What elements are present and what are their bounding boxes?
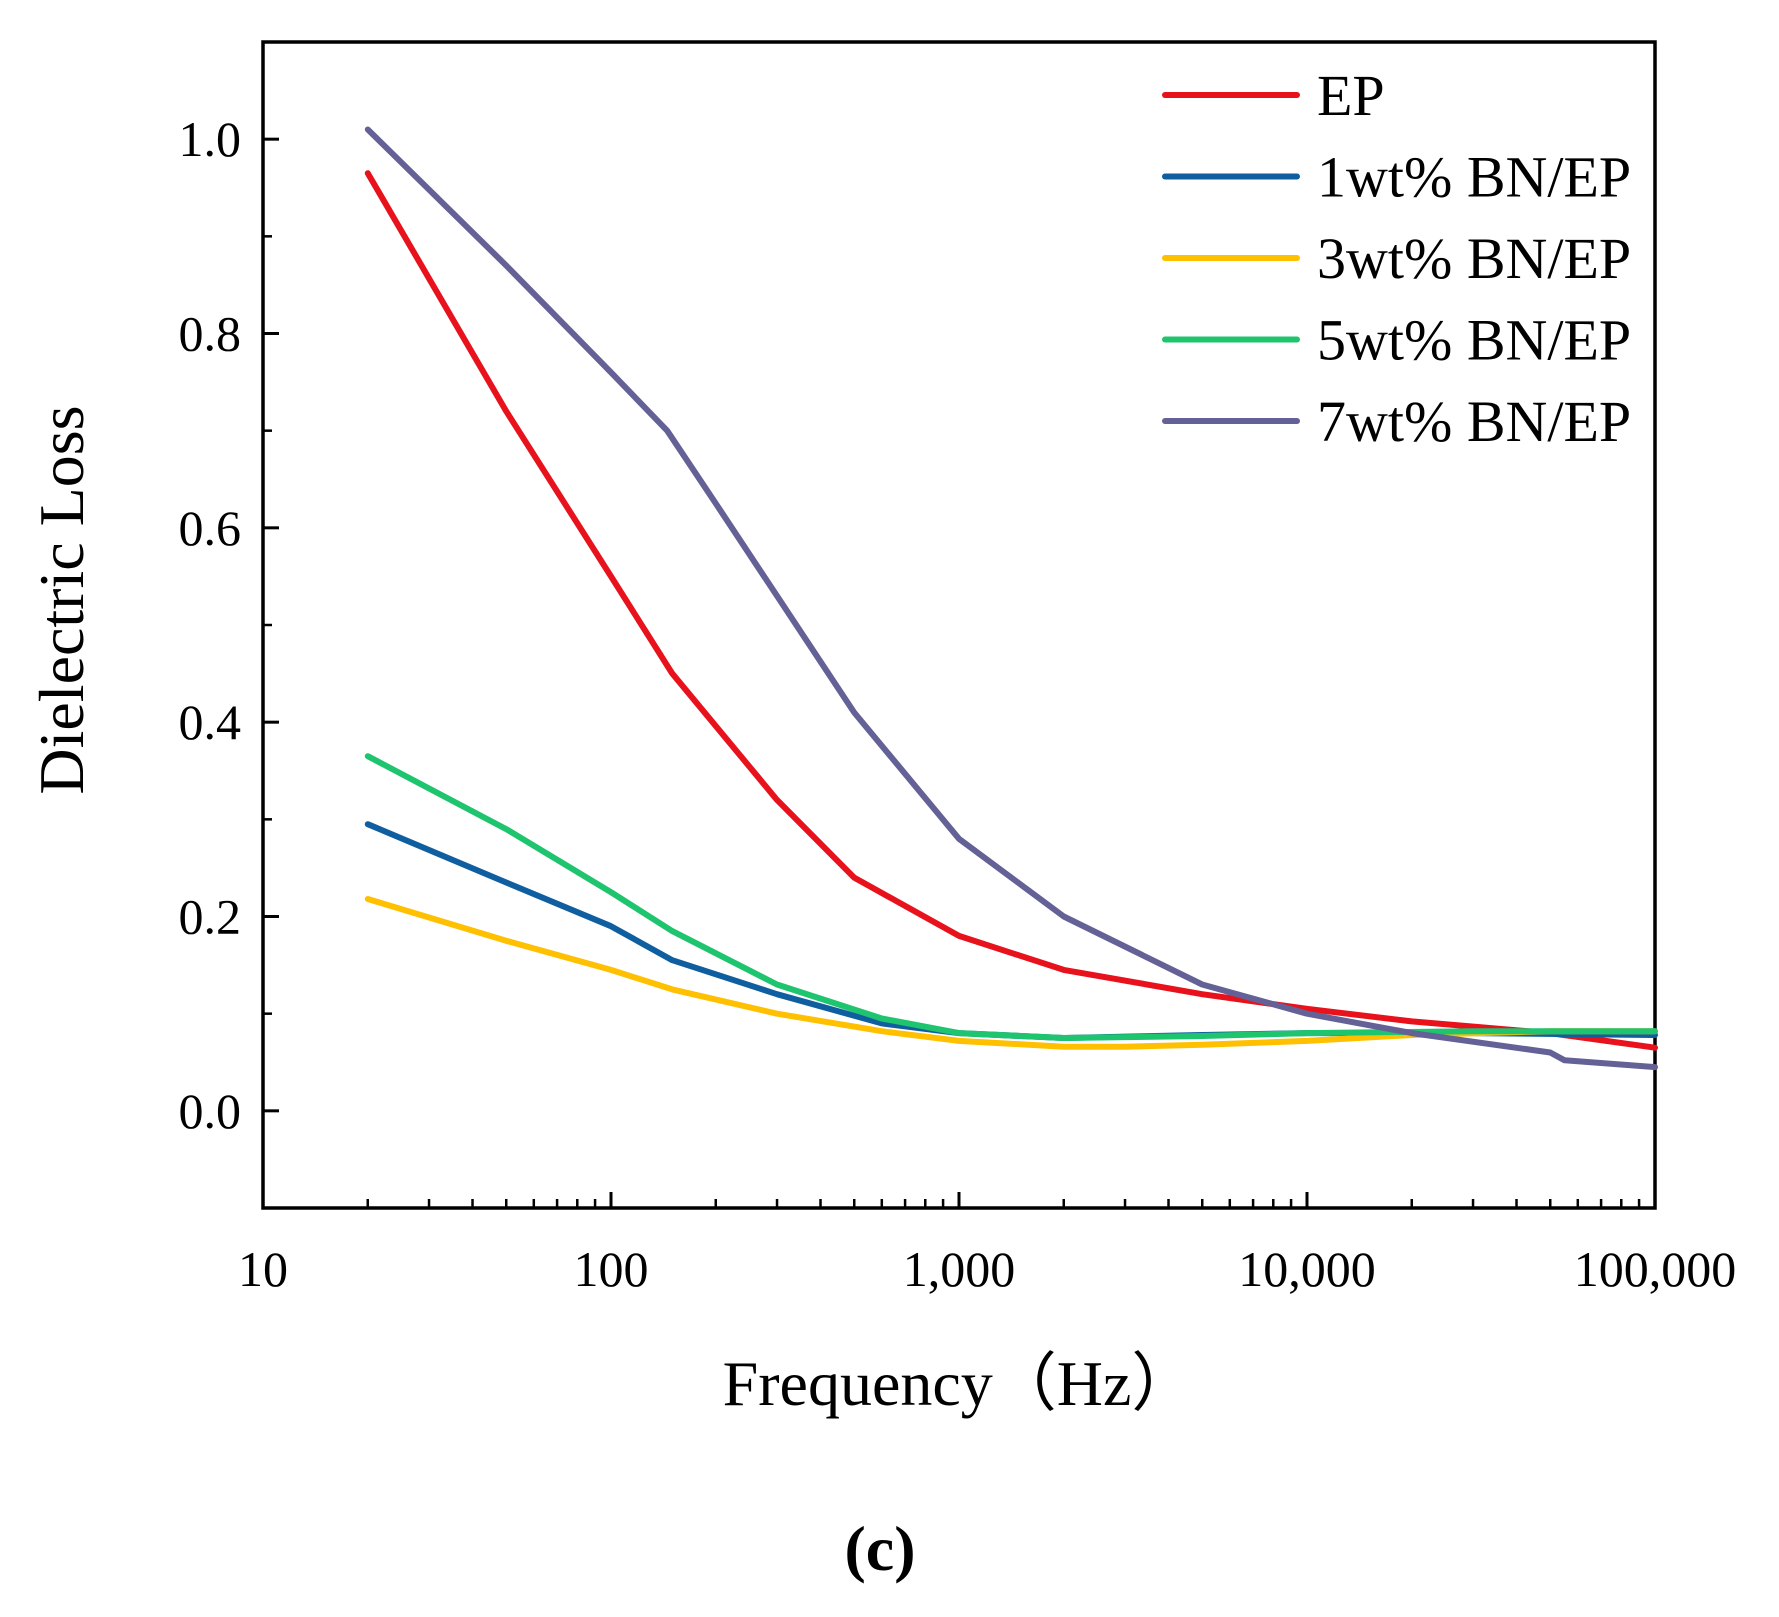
series-line-4 [364,753,1658,1041]
x-tick-label: 100,000 [1574,1241,1737,1297]
series-lines [364,126,1658,1071]
x-axis-title: Frequency（Hz） [723,1348,1196,1419]
y-tick-label: 1.0 [179,111,242,167]
series-line-2 [364,821,1658,1041]
series-line-1 [364,170,1658,1051]
x-tick-label: 1,000 [903,1241,1016,1297]
series-line-3 [364,896,1658,1050]
legend-label-2: 1wt% BN/EP [1317,145,1631,210]
panel-label: (c) [844,1513,915,1584]
y-tick-label: 0.4 [179,694,242,750]
legend-label-3: 3wt% BN/EP [1317,226,1631,291]
axis-ticks [261,40,1657,1210]
legend-label-5: 7wt% BN/EP [1317,389,1631,454]
series-line-5 [364,126,1658,1071]
y-tick-labels: 0.0 0.2 0.4 0.6 0.8 1.0 [179,111,242,1139]
y-tick-label: 0.8 [179,306,242,362]
legend-label-4: 5wt% BN/EP [1317,308,1631,373]
legend: EP 1wt% BN/EP 3wt% BN/EP 5wt% BN/EP 7wt% BN/… [1162,63,1631,454]
x-tick-label: 10 [238,1241,288,1297]
y-axis-title: Dielectric Loss [26,405,97,794]
legend-label-1: EP [1317,63,1385,128]
x-tick-label: 10,000 [1238,1241,1376,1297]
y-tick-label: 0.2 [179,889,242,945]
x-tick-label: 100 [574,1241,649,1297]
y-tick-label: 0.6 [179,500,242,556]
x-tick-labels: 10 100 1,000 10,000 100,000 [238,1241,1736,1297]
y-tick-label: 0.0 [179,1083,242,1139]
